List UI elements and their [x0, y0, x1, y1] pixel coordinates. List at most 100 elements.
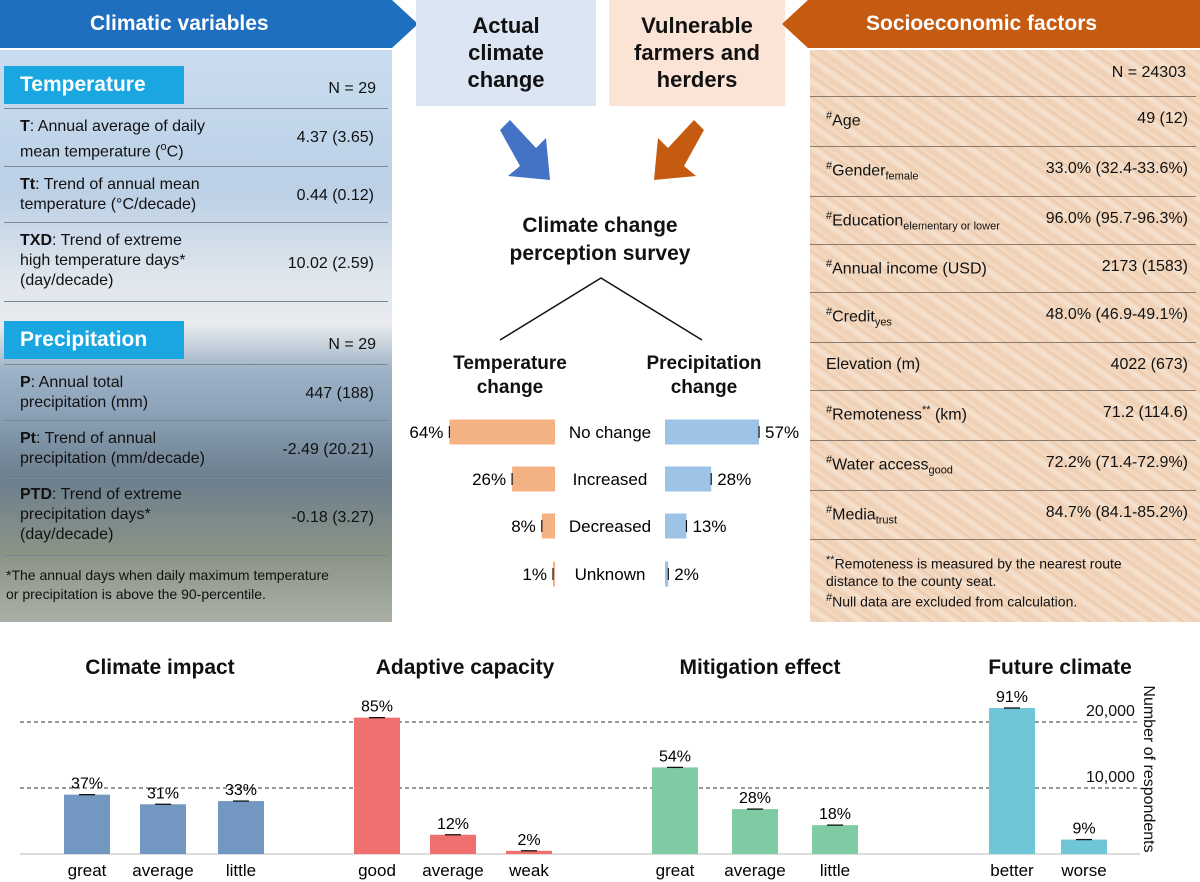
precipitation-bar	[665, 466, 712, 492]
precipitation-bar	[665, 513, 687, 539]
tick-10000: 10,000	[1086, 769, 1135, 786]
outcome-bar	[64, 794, 110, 854]
bar-pct-label: 2%	[517, 832, 540, 849]
temperature-pct-label: 1%	[522, 565, 547, 584]
bar-pct-label: 31%	[147, 785, 179, 802]
vulnerable-line2: farmers and	[634, 40, 760, 65]
outcome-bar	[732, 809, 778, 854]
bar-pct-label: 28%	[739, 790, 771, 807]
socio-row-label: #Water accessgood	[826, 454, 953, 477]
socio-row-subscript: female	[885, 170, 919, 183]
ptd-desc2: precipitation days*	[20, 506, 151, 523]
double-star-mark: **	[921, 404, 931, 416]
bar-pct-label: 18%	[819, 806, 851, 823]
txd-abbr: TXD	[20, 232, 52, 249]
category-label: Increased	[573, 470, 648, 489]
tt-desc: : Trend of annual mean	[35, 176, 200, 193]
socio-row-text: Annual income (USD)	[832, 260, 987, 278]
bar-category-label: average	[724, 861, 785, 880]
t-abbr: T	[20, 118, 30, 135]
bar-category-label: worse	[1060, 861, 1106, 880]
socio-row-label: Elevation (m)	[826, 356, 920, 374]
ptd-value: -0.18 (3.27)	[291, 509, 374, 526]
pt-value: -2.49 (20.21)	[282, 441, 374, 458]
branch-lines	[499, 277, 703, 341]
outcome-bar	[140, 804, 186, 854]
left-footnote-line2: or precipitation is above the 90-percent…	[6, 586, 266, 602]
socio-row-text: Remoteness	[832, 406, 922, 424]
socio-row-text-suffix: (km)	[930, 406, 967, 424]
bar-category-label: little	[226, 861, 256, 880]
pt-desc: : Trend of annual	[36, 430, 157, 447]
bar-pct-label: 54%	[659, 748, 691, 765]
bar-pct-label: 12%	[437, 816, 469, 833]
socio-row-label: #Genderfemale	[826, 160, 919, 183]
vulnerable-line1: Vulnerable	[641, 13, 753, 38]
bar-pct-label: 85%	[361, 699, 393, 716]
p-desc2: precipitation (mm)	[20, 394, 149, 411]
p-value: 447 (188)	[305, 385, 375, 402]
hash-mark: #	[826, 258, 833, 270]
precipitation-tab: Precipitation	[4, 321, 184, 359]
bar-category-label: great	[656, 861, 695, 880]
outcome-bar	[354, 717, 400, 854]
socio-row: #Educationelementary or lower 96.0% (95.7…	[810, 196, 1196, 245]
row-pt: Pt: Trend of annual precipitation (mm/dec…	[4, 420, 388, 477]
outcome-bar	[506, 850, 552, 854]
socio-row-text: Education	[832, 212, 904, 230]
socio-row-value: 2173 (1583)	[1101, 258, 1188, 275]
ptd-desc: : Trend of extreme	[52, 486, 182, 503]
txd-value: 10.02 (2.59)	[287, 255, 374, 272]
socio-row-label: #Remoteness** (km)	[826, 404, 967, 424]
actual-climate-change-box: Actual climate change	[416, 0, 596, 106]
right-footnote: **Remoteness is measured by the nearest …	[826, 552, 1122, 610]
socio-row: #Annual income (USD) 2173 (1583)	[810, 244, 1196, 293]
hash-mark: #	[826, 160, 833, 172]
temperature-tab: Temperature	[4, 66, 184, 104]
left-footnote: *The annual days when daily maximum temp…	[6, 566, 329, 604]
category-label: Decreased	[569, 517, 651, 536]
temperature-pct-label: 64%	[409, 423, 443, 442]
socio-row-text: Water access	[832, 456, 929, 474]
temp-title-line1: Temperature	[453, 353, 567, 374]
blue-arrow-icon	[500, 120, 550, 180]
note1-sup: **	[826, 554, 835, 566]
socio-row-text: Media	[832, 506, 876, 524]
precip-title-line1: Precipitation	[646, 353, 762, 374]
temperature-pct-label: 26%	[472, 470, 506, 489]
temperature-bar	[541, 513, 555, 539]
precip-title-line2: change	[670, 377, 738, 398]
socio-row-value: 72.2% (71.4-72.9%)	[1045, 454, 1188, 471]
socio-row-value: 84.7% (84.1-85.2%)	[1045, 504, 1188, 521]
socio-row-value: 33.0% (32.4-33.6%)	[1045, 160, 1188, 177]
outcome-bar	[652, 767, 698, 854]
p-abbr: P	[20, 374, 31, 391]
row-tt: Tt: Trend of annual mean temperature (°C/…	[4, 166, 388, 221]
pt-desc2: precipitation (mm/decade)	[20, 450, 205, 467]
temp-title-line2: change	[476, 377, 544, 398]
hash-mark: #	[826, 404, 833, 416]
outcome-bar	[989, 708, 1035, 854]
bar-pct-label: 9%	[1072, 821, 1095, 838]
outcome-bar	[218, 801, 264, 854]
t-unit-sup: o	[160, 141, 167, 153]
socio-row-text: Gender	[832, 162, 886, 180]
socio-row-label: #Annual income (USD)	[826, 258, 987, 278]
socio-row: #Age 49 (12)	[810, 96, 1196, 145]
socio-row-label: #Credityes	[826, 306, 892, 329]
socio-row-label: #Mediatrust	[826, 504, 897, 527]
socioeconomic-panel	[810, 50, 1200, 622]
category-label: Unknown	[575, 565, 646, 584]
t-unit-end: C)	[166, 143, 184, 161]
precipitation-bar	[665, 561, 669, 587]
tick-20000: 20,000	[1086, 703, 1135, 720]
txd-desc3: (day/decade)	[20, 272, 114, 289]
socio-row-subscript: trust	[875, 514, 898, 527]
note1-line2: distance to the county seat.	[826, 572, 997, 589]
vulnerable-farmers-box: Vulnerable farmers and herders	[609, 0, 785, 106]
temperature-bar	[449, 419, 555, 445]
txd-desc2: high temperature days*	[20, 252, 186, 269]
outcome-bar-chart: 37% great 31% average 33% little 85% good 12% ave…	[20, 689, 1140, 880]
bar-category-label: great	[68, 861, 107, 880]
bar-pct-label: 91%	[996, 689, 1028, 706]
